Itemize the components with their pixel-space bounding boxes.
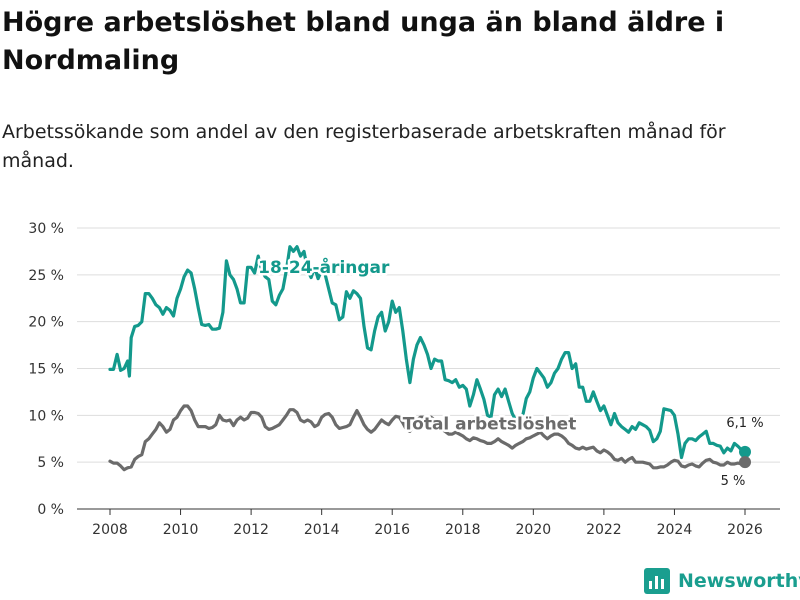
- x-tick-label: 2016: [374, 522, 410, 538]
- end-value-label-total: 5 %: [721, 474, 746, 489]
- series-label-total: Total arbetslöshet: [403, 414, 577, 434]
- y-tick-label: 15 %: [28, 362, 64, 378]
- chart-subtitle: Arbetssökande som andel av den registerb…: [2, 121, 726, 172]
- x-tick-label: 2018: [445, 522, 481, 538]
- y-tick-label: 30 %: [28, 221, 64, 237]
- series-label-youth: 18-24-åringar: [258, 256, 390, 278]
- x-tick-label: 2010: [163, 522, 199, 538]
- end-point-total: [739, 456, 751, 469]
- end-point-youth: [739, 445, 751, 458]
- y-tick-label: 10 %: [28, 408, 64, 424]
- brand-name: Newsworthy: [678, 570, 800, 592]
- y-tick-label: 5 %: [37, 455, 64, 471]
- x-tick-label: 2012: [233, 522, 269, 538]
- end-value-label-youth: 6,1 %: [726, 416, 763, 431]
- brand-logo: Newsworthy: [644, 568, 800, 594]
- x-tick-label: 2014: [304, 522, 340, 538]
- series-line-youth: [108, 245, 747, 460]
- x-tick-label: 2026: [727, 522, 763, 538]
- y-tick-label: 25 %: [28, 268, 64, 284]
- newsworthy-logo-icon: [644, 568, 670, 594]
- y-tick-label: 20 %: [28, 315, 64, 331]
- series: [108, 245, 747, 472]
- x-tick-label: 2020: [516, 522, 552, 538]
- x-tick-label: 2008: [92, 522, 128, 538]
- chart-title: Högre arbetslöshet bland unga än bland ä…: [2, 7, 725, 76]
- labels: 18-24-åringar 6,1 % Total arbetslöshet 5 %: [256, 253, 764, 489]
- axes: 0 % 5 % 10 % 15 % 20 % 25 % 30 % 2008 2010 2012 20…: [28, 221, 780, 538]
- x-tick-label: 2022: [586, 522, 622, 538]
- x-tick-label: 2024: [657, 522, 693, 538]
- y-tick-label: 0 %: [37, 502, 64, 518]
- series-line-total: [108, 404, 747, 472]
